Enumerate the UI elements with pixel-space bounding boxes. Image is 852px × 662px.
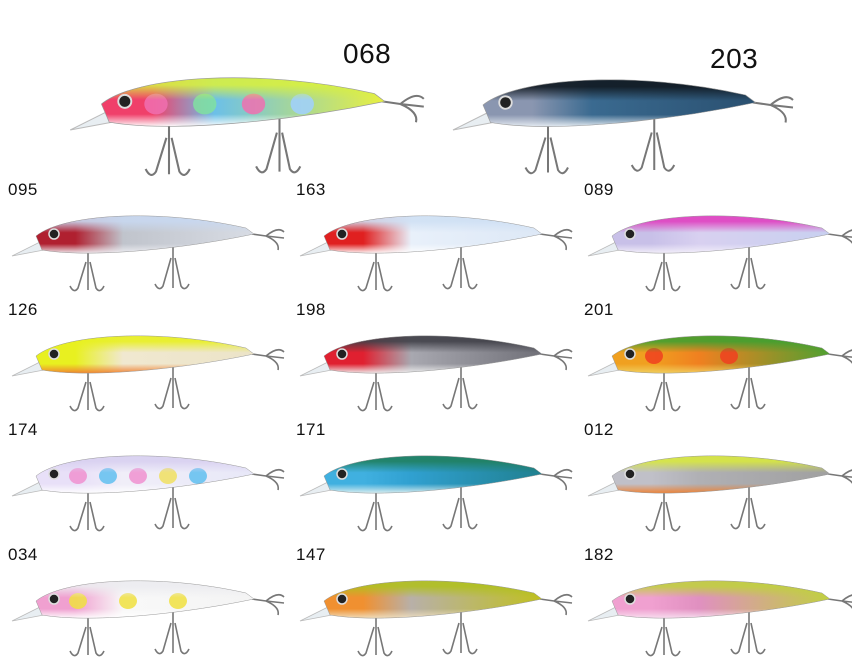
lure-image	[299, 215, 573, 292]
lure-image	[11, 580, 285, 657]
color-code-label: 095	[8, 180, 38, 199]
lure-image	[299, 455, 573, 532]
color-code-label: 182	[584, 545, 614, 564]
lure-image	[69, 77, 425, 176]
lure-image	[299, 580, 573, 657]
color-code-label: 198	[296, 300, 326, 319]
color-code-label: 171	[296, 420, 326, 439]
lure-image	[587, 335, 852, 412]
color-code-label: 068	[343, 38, 392, 69]
color-code-label: 203	[710, 43, 759, 74]
lure-image	[587, 455, 852, 532]
color-code-label: 012	[584, 420, 614, 439]
lure-image	[11, 215, 285, 292]
lure-image	[587, 215, 852, 292]
color-code-label: 089	[584, 180, 614, 199]
color-code-label: 147	[296, 545, 326, 564]
color-code-label: 034	[8, 545, 38, 564]
lure-image	[11, 455, 285, 532]
lure-image	[11, 335, 285, 412]
color-code-label: 174	[8, 420, 38, 439]
color-code-label: 126	[8, 300, 38, 319]
lure-image	[299, 335, 573, 412]
lure-image	[587, 580, 852, 657]
lure-image	[452, 79, 794, 175]
color-code-label: 201	[584, 300, 614, 319]
color-code-label: 163	[296, 180, 326, 199]
